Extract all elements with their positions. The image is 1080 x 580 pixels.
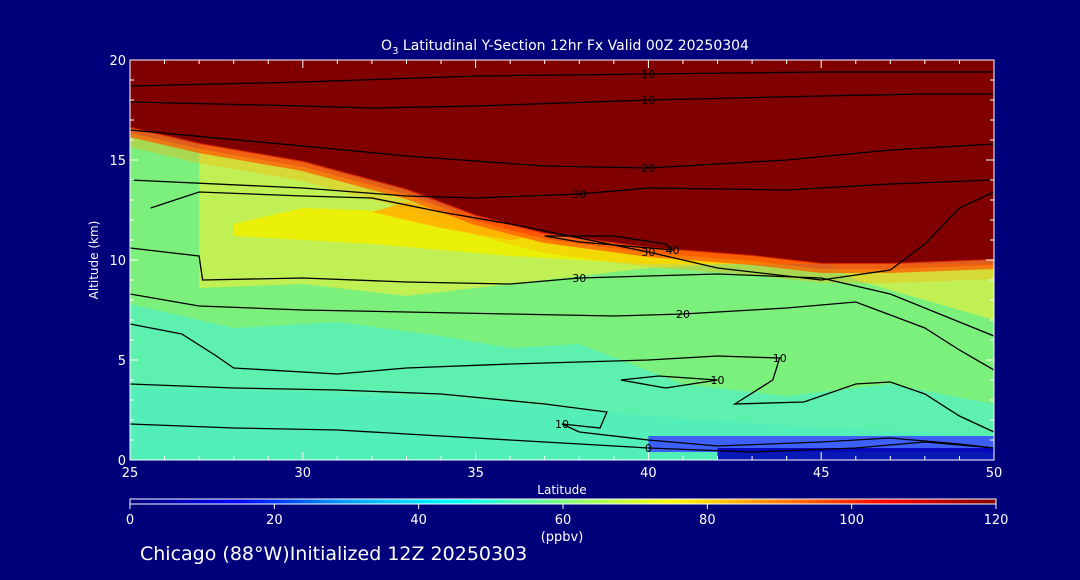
- y-tick-label: 20: [109, 54, 126, 69]
- footer-location: Chicago (88°W): [140, 543, 290, 565]
- contour-line: [130, 247, 994, 337]
- colorbar-tick-label: 100: [839, 513, 864, 528]
- contour-line: [130, 323, 994, 433]
- shading-band: [130, 304, 994, 460]
- contour-line: [130, 383, 994, 449]
- colorbar-tick-label: 80: [699, 513, 716, 528]
- contour-label: 30: [572, 272, 586, 285]
- y-axis: 0 5 10 15 20: [109, 54, 994, 469]
- y-tick-label: 10: [109, 254, 126, 269]
- colorbar-tick-label: 40: [410, 513, 427, 528]
- contour-line: [130, 129, 994, 169]
- x-tick-label: 50: [986, 466, 1003, 481]
- colorbar-tick-label: 20: [266, 513, 283, 528]
- contour-label: 10: [641, 94, 655, 107]
- contour-label: 0: [645, 442, 652, 455]
- plot-area: 10 10 20 30 30 40 30 20 10 10 10 0: [130, 60, 994, 460]
- contour-label: 20: [676, 308, 690, 321]
- contour-lines: 10 10 20 30 30 40 30 20 10 10 10 0: [130, 68, 994, 455]
- shading-band: [199, 144, 994, 320]
- contour-line: [544, 235, 675, 251]
- y-tick-label: 15: [109, 154, 126, 169]
- tropopause-gradient: [130, 127, 994, 273]
- x-tick-label: 40: [640, 466, 657, 481]
- contour-label: 10: [641, 68, 655, 81]
- x-tick-label: 25: [122, 466, 139, 481]
- colorbar-unit: (ppbv): [541, 530, 584, 545]
- tropopause-gradient-inner: [130, 133, 994, 283]
- chart-title: O3 Latitudinal Y-Section 12hr Fx Valid 0…: [381, 38, 749, 57]
- title-species: O: [381, 38, 392, 54]
- contour-label: 30: [641, 246, 655, 259]
- contour-line: [130, 423, 994, 453]
- y-axis-label: Altitude (km): [87, 221, 101, 300]
- colorbar-tick-label: 120: [984, 513, 1009, 528]
- contour-label: 40: [666, 244, 680, 257]
- contour-line: [130, 293, 994, 371]
- contour-line: [620, 375, 718, 389]
- y-tick-label: 0: [118, 454, 126, 469]
- contour-label: 10: [555, 418, 569, 431]
- contour-label: 20: [641, 162, 655, 175]
- x-axis-label: Latitude: [537, 483, 586, 497]
- x-tick-label: 30: [295, 466, 312, 481]
- colorbar-ticks: 0 20 40 60 80 100 120: [126, 504, 1009, 528]
- stratosphere-fill: [130, 60, 994, 264]
- title-subscript: 3: [392, 46, 398, 57]
- colorbar-tick-label: 0: [126, 513, 134, 528]
- y-tick-label: 5: [118, 354, 126, 369]
- contour-label: 30: [572, 188, 586, 201]
- colorbar-tick-label: 60: [555, 513, 572, 528]
- contour-line: [130, 93, 994, 109]
- contour-label: 10: [773, 352, 787, 365]
- title-text: Latitudinal Y-Section 12hr Fx Valid 00Z …: [398, 38, 749, 54]
- contour-line: [130, 179, 994, 199]
- footer-caption: Chicago (88°W)Initialized 12Z 20250303: [140, 543, 527, 565]
- contour-line: [130, 71, 994, 87]
- contour-label: 10: [711, 374, 725, 387]
- footer-initialized: Initialized 12Z 20250303: [289, 543, 528, 565]
- x-tick-label: 45: [813, 466, 830, 481]
- x-axis: 25 30 35 40 45 50: [122, 60, 1003, 481]
- colorbar: [129, 498, 997, 505]
- x-tick-label: 35: [467, 466, 484, 481]
